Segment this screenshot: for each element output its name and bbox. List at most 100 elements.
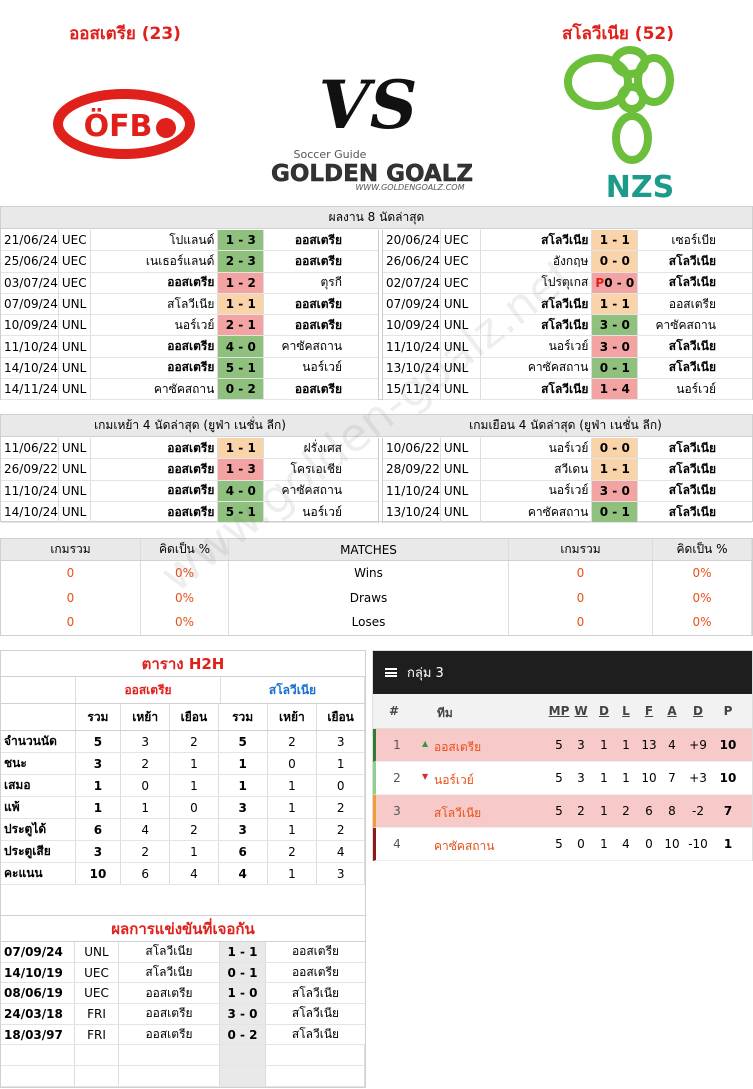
- stat: +3: [689, 771, 707, 785]
- score: 1 - 1: [218, 438, 265, 459]
- recent-right: 20/06/24 UEC สโลวีเนีย 1 - 1 เซอร์เบีย 26/06/…: [382, 230, 752, 401]
- logo-ring: [617, 83, 647, 113]
- match-row: 20/06/24 UEC สโลวีเนีย 1 - 1 เซอร์เบีย: [383, 230, 752, 252]
- score-text: 5 - 1: [225, 505, 256, 520]
- brand-url: WWW.GOLDENGOALZ.COM: [355, 183, 464, 192]
- stat-value: 1: [170, 775, 219, 796]
- away-team: ออสเตรีย: [294, 381, 343, 396]
- away-team: สโลวีเนีย: [668, 440, 716, 455]
- stat-value: 4: [317, 841, 365, 862]
- away-team: นอร์เวย์: [676, 381, 716, 396]
- section-title: เกมเยือน 4 นัดล่าสุด (ยูฟ่า เนชั่น ลีก): [469, 418, 662, 432]
- team-header: ออสเตรีย: [76, 677, 221, 703]
- stat: 1: [622, 771, 630, 785]
- stat: 3: [577, 771, 585, 785]
- stat: -2: [692, 804, 704, 818]
- competition: UEC: [441, 272, 481, 293]
- competition: UNL: [441, 480, 481, 501]
- match-date: 28/09/22: [383, 459, 441, 480]
- stat: 6: [645, 804, 653, 818]
- stat-value: 2: [121, 841, 171, 862]
- trend: ▲: [422, 739, 429, 748]
- score-text: 1 - 1: [599, 462, 630, 477]
- stat-row: ประตูได้ 6 4 2 3 1 2: [1, 819, 365, 841]
- stat: 10: [641, 771, 657, 785]
- team: สโลวีเนีย: [434, 806, 482, 820]
- team-heading: ออสเตรีย (23): [25, 20, 225, 47]
- score: 1 - 1: [592, 293, 639, 315]
- stat: 1: [723, 837, 733, 851]
- competition: UNL: [441, 438, 481, 459]
- stat-value: 2: [317, 797, 365, 818]
- stat-value: 1: [268, 863, 318, 884]
- match-date: 11/10/24: [383, 336, 441, 357]
- empty-cell: [266, 1066, 365, 1086]
- match-row: 15/11/24 UNL สโลวีเนีย 1 - 4 นอร์เวย์: [383, 379, 752, 401]
- stat-label: เสมอ: [1, 775, 76, 796]
- logo-ball: [156, 118, 176, 138]
- stat: 2: [577, 804, 585, 818]
- summary-cell: 0%: [141, 610, 229, 635]
- empty-cell: [75, 1045, 119, 1066]
- away-team: สโลวีเนีย: [668, 275, 716, 290]
- home-team: โปรตุเกส: [481, 272, 593, 293]
- match-date: 26/09/22: [1, 459, 59, 480]
- team-row: ออสเตรีย สโลวีเนีย: [1, 677, 365, 704]
- column-header: #: [388, 704, 400, 718]
- score: 1 - 4: [592, 379, 639, 400]
- away-team: สโลวีเนีย: [668, 253, 716, 268]
- stat-value: 1: [170, 841, 219, 862]
- match-date: 07/09/24: [383, 293, 441, 315]
- group-title: กลุ่ม 3: [407, 666, 444, 681]
- match-row: 02/07/24 UEC โปรตุเกส P 0 - 0 สโลวีเนีย: [383, 272, 752, 294]
- score: 0 - 2: [218, 379, 265, 400]
- logo-ring: [612, 112, 652, 164]
- match-row: 11/10/24 UNL นอร์เวย์ 3 - 0 สโลวีเนีย: [383, 336, 752, 358]
- summary-cell: Wins: [229, 561, 509, 586]
- stat: 10: [719, 738, 737, 752]
- stat-row: จำนวนนัด 5 3 2 5 2 3: [1, 731, 365, 753]
- match-date: 24/03/18: [1, 1004, 75, 1024]
- last-four-right: 10/06/22 UNL นอร์เวย์ 0 - 0 สโลวีเนีย 28/09/2…: [382, 438, 752, 524]
- stat-value: 3: [76, 753, 122, 774]
- column-header: P: [723, 704, 733, 718]
- home-team: สโลวีเนีย: [91, 293, 219, 315]
- match-row: 07/09/24 UNL สโลวีเนีย 1 - 1 ออสเตรีย: [383, 293, 752, 316]
- stat-row: ประตูเสีย 3 2 1 6 2 4: [1, 841, 365, 863]
- score: 0 - 1: [592, 357, 639, 379]
- stat-label: ประตูเสีย: [1, 841, 76, 862]
- score: 1 - 2: [218, 272, 265, 293]
- team-heading: สโลวีเนีย (52): [518, 20, 718, 47]
- competition: UNL: [441, 357, 481, 379]
- home-team: สโลวีเนีย: [119, 962, 220, 983]
- score: 1 - 1: [220, 942, 266, 962]
- match-date: 11/10/24: [1, 480, 59, 501]
- away-team: ออสเตรีย: [668, 296, 716, 311]
- logo-away: NZS: [606, 170, 674, 205]
- column-header: คิดเป็น %: [141, 539, 229, 560]
- competition: UEC: [59, 272, 91, 293]
- score: 2 - 3: [218, 251, 265, 272]
- match-row: 26/09/22 UNL ออสเตรีย 1 - 3 โครเอเชีย: [1, 459, 378, 481]
- home-team: คาซัคสถาน: [481, 357, 593, 379]
- match-date: 11/10/24: [383, 480, 441, 501]
- score-text: 2 - 3: [225, 254, 256, 269]
- summary-cell: 0%: [653, 585, 752, 610]
- competition: UNL: [59, 459, 91, 480]
- away-team: สโลวีเนีย: [668, 339, 716, 354]
- summary-cell: 0: [1, 610, 141, 635]
- away-team: ฝรั่งเศส: [303, 440, 343, 455]
- summary-cell: 0%: [653, 561, 752, 586]
- stat-value: 3: [219, 797, 268, 818]
- score-text: 2 - 1: [225, 318, 256, 333]
- match-row: 13/10/24 UNL คาซัคสถาน 0 - 1 สโลวีเนีย: [383, 357, 752, 380]
- stat: 1: [600, 771, 608, 785]
- summary-cell: 0%: [653, 610, 752, 635]
- stat-value: 3: [317, 863, 365, 884]
- summary-cell: 0: [1, 585, 141, 610]
- last-four: เกมเหย้า 4 นัดล่าสุด (ยูฟ่า เนชั่น ลีก) เ…: [0, 414, 753, 524]
- summary-row: 0 0% Draws 0 0%: [1, 585, 752, 610]
- team: คาซัคสถาน: [434, 839, 495, 853]
